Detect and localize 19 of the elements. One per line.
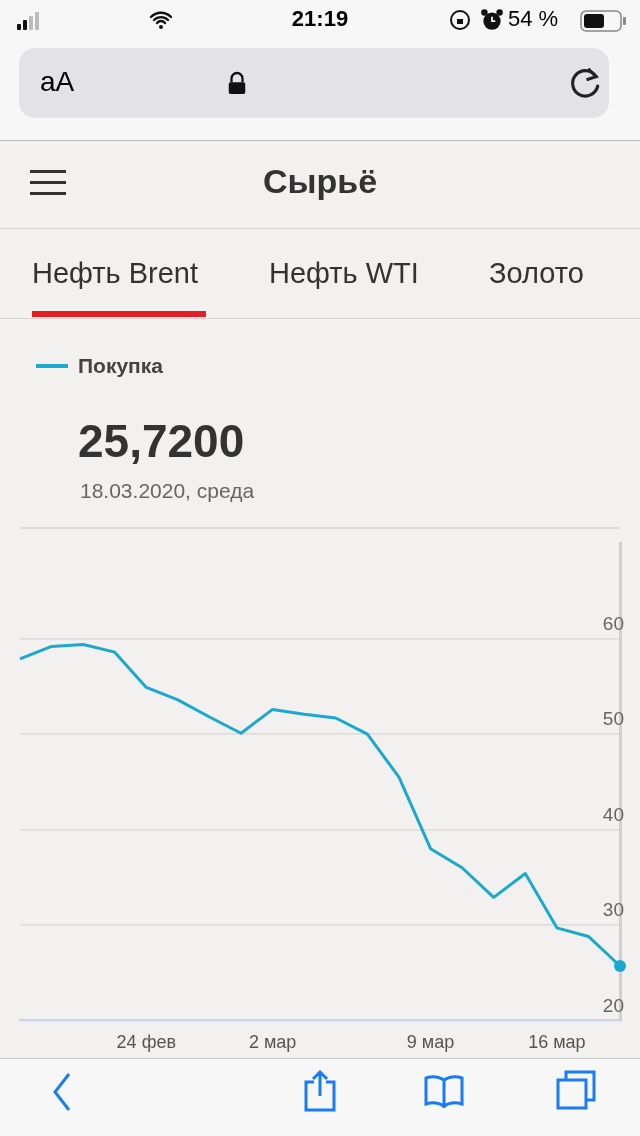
x-tick-label: 9 мар [406,1032,455,1053]
text: 25,7200 [78,414,245,468]
x-tick-label: 2 мар [248,1032,297,1053]
y-tick-label: 60 [602,613,624,635]
y-tick-label: 20 [602,994,624,1016]
x-tick-label: 16 мар [528,1032,586,1053]
x-tick-label: 24 фев [116,1032,177,1053]
text: Нефть WTI [269,257,419,290]
text: aA [40,66,75,98]
y-tick-label: 50 [602,708,624,730]
y-tick-label: 30 [602,899,624,921]
text: 21:19 [291,6,349,31]
text: Золото [489,257,584,290]
text: Нефть Brent [32,257,199,290]
legend-label: Покупка [78,354,163,378]
text: 54 % [508,6,559,32]
chart-title: Сырьё [261,162,379,201]
text: 18.03.2020, среда [80,479,255,503]
y-tick-label: 40 [602,803,624,825]
